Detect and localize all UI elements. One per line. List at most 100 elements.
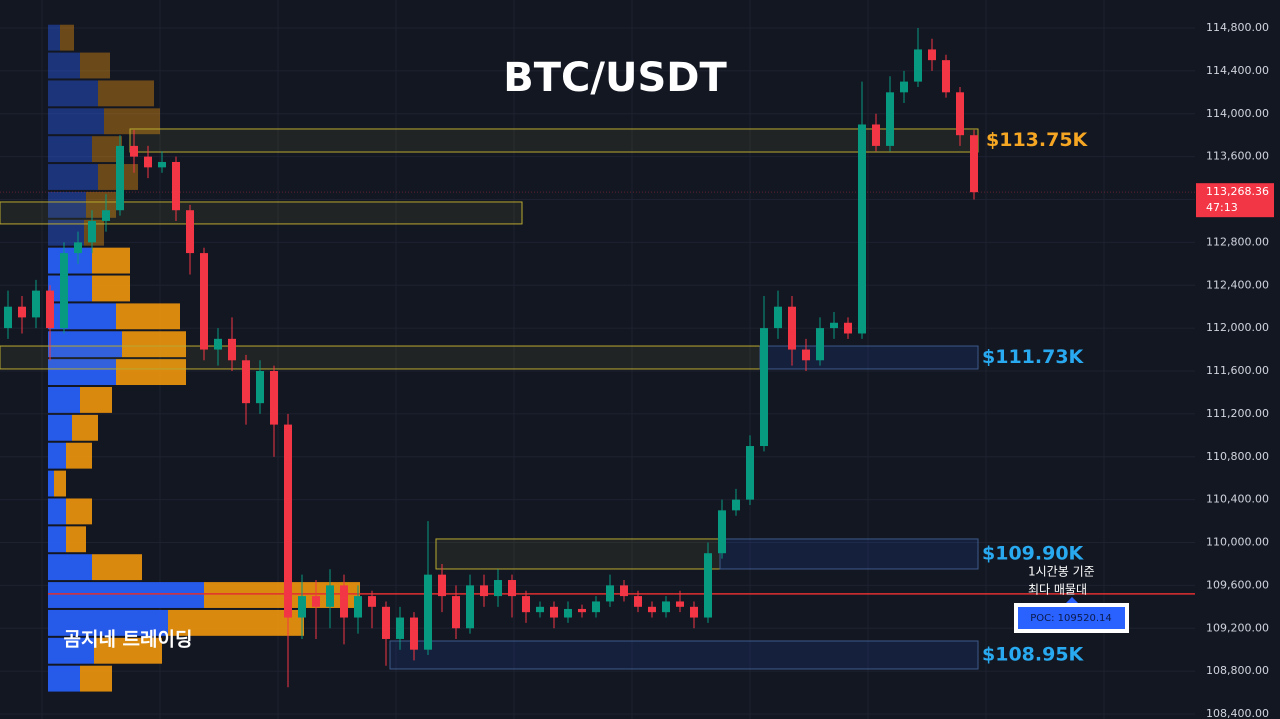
- candle-body: [830, 322, 838, 329]
- candle-body: [774, 306, 782, 329]
- profile-sell: [60, 24, 74, 51]
- profile-sell: [116, 359, 186, 386]
- candle-body: [718, 510, 726, 554]
- candle-body: [816, 328, 824, 361]
- profile-buy: [48, 247, 92, 274]
- candle-body: [942, 60, 950, 93]
- y-tick-label: 111,200.00: [1206, 407, 1269, 420]
- candle-body: [116, 145, 124, 211]
- y-tick-label: 110,800.00: [1206, 450, 1269, 463]
- profile-buy: [48, 303, 116, 330]
- profile-buy: [48, 136, 92, 163]
- candle-body: [438, 574, 446, 597]
- candle-body: [690, 606, 698, 618]
- candle-body: [634, 596, 642, 607]
- candle-body: [326, 585, 334, 607]
- watermark: 곰지네 트레이딩: [64, 629, 193, 651]
- profile-buy: [48, 665, 80, 692]
- candle-body: [60, 253, 68, 329]
- last-price-box: [1196, 183, 1274, 218]
- y-tick-label: 108,800.00: [1206, 664, 1269, 677]
- candle-body: [368, 596, 376, 607]
- candle-body: [886, 92, 894, 146]
- zone-label: $111.73K: [982, 346, 1085, 368]
- profile-buy: [48, 52, 80, 79]
- zone-label: $109.90K: [982, 542, 1085, 564]
- candle-body: [606, 585, 614, 602]
- profile-sell: [92, 275, 130, 302]
- candle-body: [956, 92, 964, 136]
- y-tick-label: 111,600.00: [1206, 364, 1269, 377]
- candle-body: [452, 596, 460, 629]
- profile-buy: [48, 442, 66, 469]
- profile-sell: [66, 498, 92, 525]
- y-tick-label: 112,000.00: [1206, 321, 1269, 334]
- profile-buy: [48, 80, 98, 107]
- poc-label: POC: 109520.14: [1030, 613, 1112, 624]
- zone-label: $113.75K: [986, 129, 1089, 151]
- candle-body: [172, 161, 180, 211]
- candle-body: [858, 124, 866, 334]
- profile-sell: [92, 554, 142, 581]
- profile-sell: [86, 191, 116, 218]
- profile-sell: [54, 470, 66, 497]
- candle-body: [802, 349, 810, 361]
- profile-sell: [94, 637, 162, 664]
- y-tick-label: 108,400.00: [1206, 707, 1269, 719]
- candle-body: [508, 580, 516, 597]
- profile-buy: [48, 331, 122, 358]
- profile-buy: [48, 191, 86, 218]
- candle-body: [4, 306, 12, 329]
- profile-buy: [48, 359, 116, 386]
- candle-body: [494, 580, 502, 597]
- candle-body: [354, 596, 362, 618]
- profile-sell: [104, 108, 160, 135]
- candle-body: [592, 601, 600, 613]
- candle-body: [928, 49, 936, 61]
- profile-sell: [66, 526, 86, 553]
- candle-body: [382, 606, 390, 639]
- candle-body: [970, 135, 978, 193]
- candle-body: [130, 145, 138, 157]
- profile-buy: [48, 582, 204, 608]
- candle-body: [298, 596, 306, 618]
- y-tick-label: 112,800.00: [1206, 235, 1269, 248]
- candle-body: [214, 338, 222, 350]
- profile-buy: [48, 387, 80, 413]
- annotation: 최다 매물대: [1028, 583, 1087, 597]
- profile-buy: [48, 24, 60, 51]
- profile-buy: [48, 275, 92, 302]
- profile-buy: [48, 414, 72, 441]
- profile-sell: [72, 414, 98, 441]
- candle-body: [228, 338, 236, 361]
- zone-yellow: [0, 345, 761, 370]
- y-tick-label: 110,000.00: [1206, 536, 1269, 549]
- profile-buy: [48, 554, 92, 581]
- profile-sell: [204, 582, 360, 608]
- y-tick-label: 109,600.00: [1206, 578, 1269, 591]
- zone-blue: [389, 640, 979, 670]
- zone-yellow: [0, 201, 523, 225]
- candle-body: [900, 81, 908, 93]
- zone-yellow: [129, 128, 979, 153]
- candle-body: [74, 242, 82, 254]
- candle-body: [46, 290, 54, 329]
- profile-sell: [122, 331, 186, 358]
- candle-body: [746, 446, 754, 500]
- profile-buy: [48, 637, 94, 664]
- countdown: 47:13: [1206, 201, 1238, 214]
- profile-sell: [116, 303, 180, 330]
- profile-buy: [48, 526, 66, 553]
- profile-sell: [80, 665, 112, 692]
- candle-body: [186, 210, 194, 254]
- candle-body: [676, 601, 684, 607]
- candle-body: [788, 306, 796, 350]
- candle-body: [872, 124, 880, 146]
- candle-body: [32, 290, 40, 318]
- candle-body: [522, 596, 530, 613]
- y-tick-label: 114,800.00: [1206, 21, 1269, 34]
- candle-body: [760, 328, 768, 447]
- zone-yellow: [435, 538, 721, 570]
